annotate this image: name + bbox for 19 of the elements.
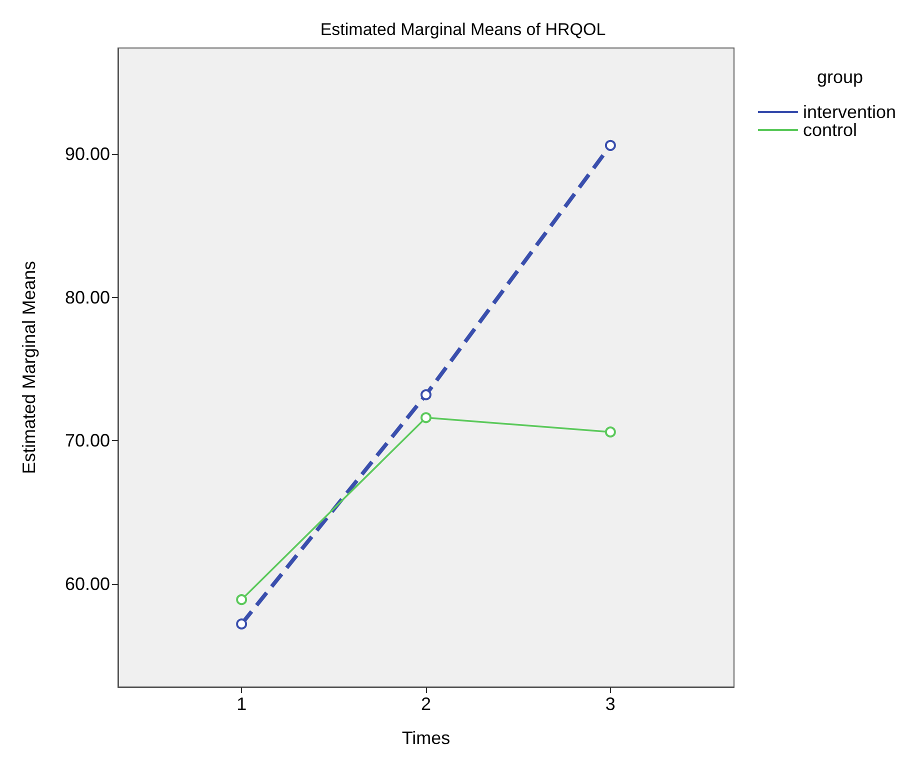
point bbox=[236, 618, 248, 630]
legend-label: control bbox=[802, 120, 857, 140]
point bbox=[604, 140, 616, 151]
point bbox=[604, 426, 616, 438]
x-tick-label: 1 bbox=[236, 694, 247, 714]
y-tick-label: 80.00 bbox=[64, 287, 110, 308]
y-tick-label: 60.00 bbox=[64, 574, 110, 594]
legend-title: group bbox=[816, 67, 864, 87]
point bbox=[420, 389, 432, 400]
y-axis-title: Estimated Marginal Means bbox=[19, 260, 39, 474]
x-tick-label: 3 bbox=[605, 694, 616, 714]
y-tick-label: 70.00 bbox=[64, 430, 110, 451]
chart-title: Estimated Marginal Means of HRQOL bbox=[320, 20, 606, 39]
x-tick-label: 2 bbox=[420, 694, 432, 714]
y-tick-label: 90.00 bbox=[64, 144, 110, 164]
point bbox=[420, 412, 432, 424]
x-axis-title: Times bbox=[402, 728, 450, 748]
legend-label: intervention bbox=[802, 102, 896, 122]
point bbox=[236, 594, 248, 606]
